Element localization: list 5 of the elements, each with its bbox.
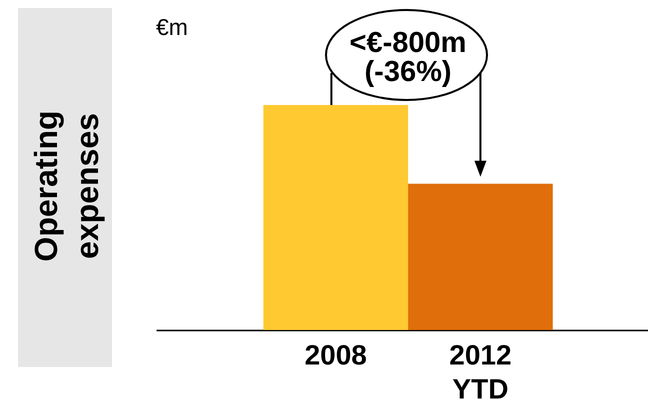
x-tick-label: 2008 xyxy=(304,340,367,370)
text: Operating expenses xyxy=(28,110,105,262)
text: <€-800m (-36%) xyxy=(350,27,466,88)
x-tick-label: 2012 YTD xyxy=(449,340,512,400)
y-axis-title: €m xyxy=(156,14,188,40)
